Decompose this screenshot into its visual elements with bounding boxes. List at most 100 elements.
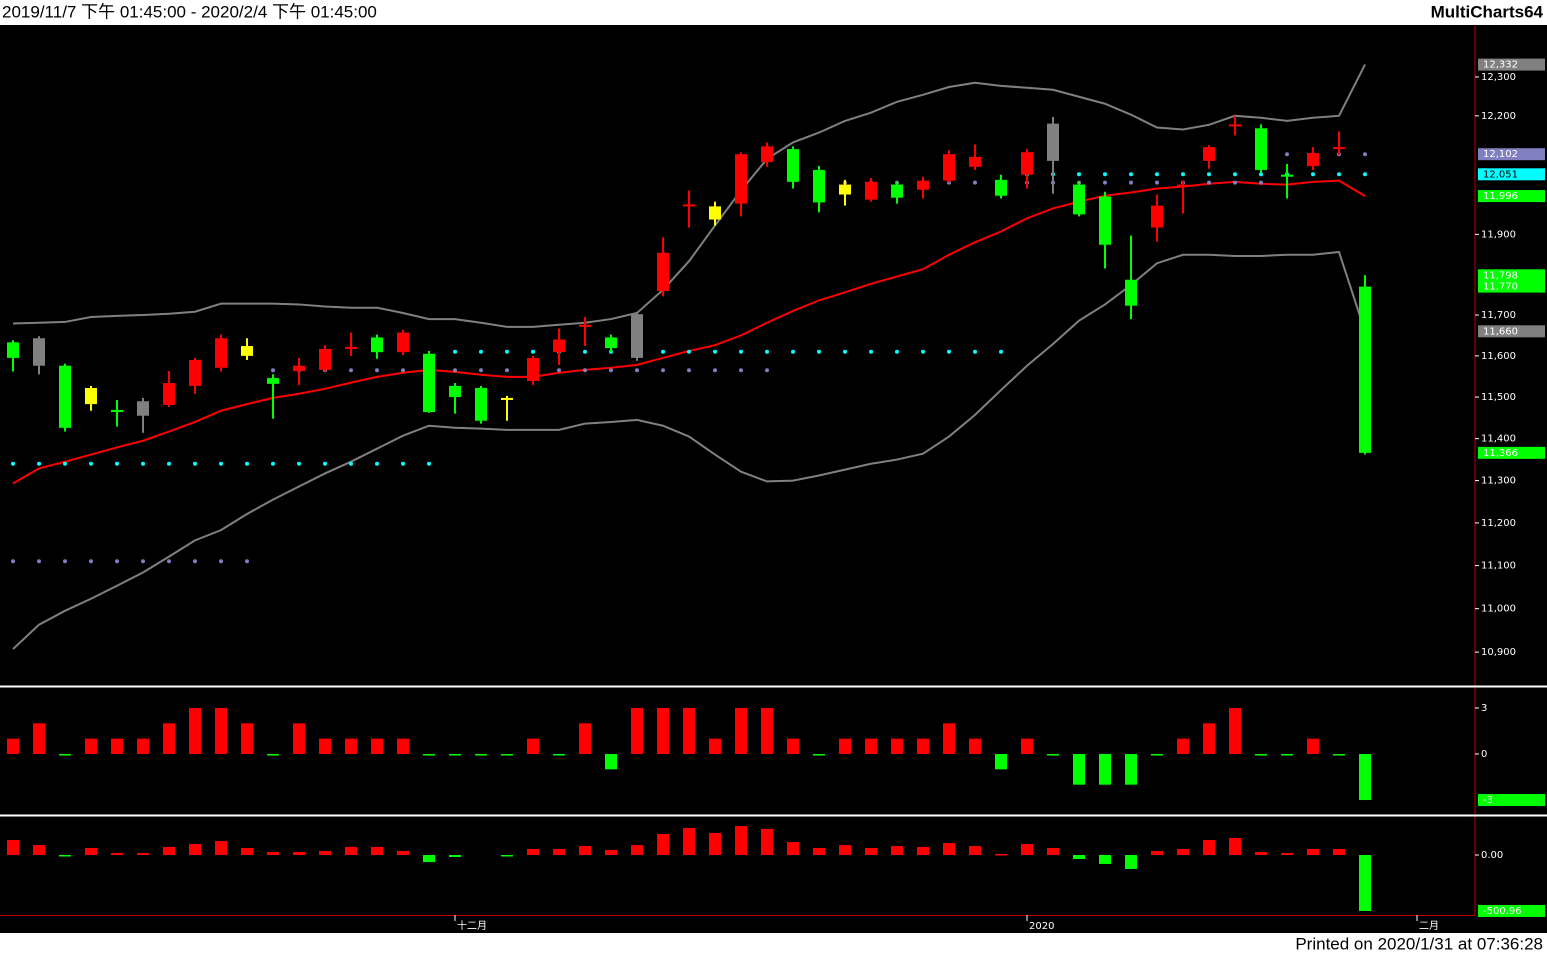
y-tick-label: 12,200	[1481, 111, 1516, 122]
bar	[553, 848, 565, 855]
stop-dot	[141, 461, 145, 466]
bar	[605, 753, 617, 770]
x-tick-label: 二月	[1419, 920, 1439, 932]
bar	[1125, 854, 1137, 869]
candle-body	[709, 206, 721, 220]
candle-body	[293, 365, 305, 372]
stop-dot	[349, 368, 353, 373]
candle-body	[371, 337, 383, 353]
candle-body	[683, 204, 695, 207]
bar	[969, 738, 981, 754]
y-tick-label: 11,900	[1481, 229, 1516, 240]
candle-body	[813, 169, 825, 203]
candle-body	[163, 383, 175, 405]
stop-dot	[505, 368, 509, 373]
bar	[1021, 738, 1033, 754]
y-tick-label: 11,400	[1481, 434, 1516, 445]
last-value-marker	[1478, 280, 1545, 293]
stop-dot	[713, 349, 717, 354]
stop-dot	[869, 349, 873, 354]
bar	[215, 707, 227, 754]
bar	[995, 853, 1007, 856]
bar	[1281, 852, 1293, 855]
bar	[839, 845, 851, 855]
footer-bar	[0, 933, 1547, 956]
bar	[1099, 753, 1111, 785]
candle-body	[839, 184, 851, 195]
bar	[449, 854, 461, 858]
stop-dot	[739, 349, 743, 354]
bar	[1307, 848, 1319, 855]
bar	[163, 846, 175, 855]
candle-body	[943, 154, 955, 181]
bar	[33, 723, 45, 754]
stop-dot	[245, 559, 249, 564]
stop-dot	[999, 349, 1003, 354]
y-tick-label: 11,700	[1481, 310, 1516, 321]
bar	[1359, 854, 1371, 911]
bar	[1073, 854, 1085, 860]
bar	[293, 723, 305, 754]
bar	[33, 845, 45, 855]
stop-dot	[219, 559, 223, 564]
bar	[475, 753, 487, 756]
last-value-marker	[1478, 446, 1545, 459]
candle-body	[553, 339, 565, 353]
bar	[371, 738, 383, 754]
candle-body	[1229, 124, 1241, 127]
bar	[813, 847, 825, 855]
indicator-line	[12, 64, 1366, 328]
bar	[891, 738, 903, 754]
app-name: MultiCharts64	[1431, 2, 1544, 21]
candle-body	[215, 338, 227, 368]
candle-body	[189, 359, 201, 386]
bar	[1099, 854, 1111, 864]
stop-dot	[921, 349, 925, 354]
stop-dot	[63, 559, 67, 564]
stop-dot	[843, 349, 847, 354]
candle-body	[579, 324, 591, 327]
stop-dot	[1155, 172, 1159, 177]
stop-dot	[739, 368, 743, 373]
bar	[111, 852, 123, 855]
stop-dot	[427, 461, 431, 466]
bar	[319, 850, 331, 855]
y-tick-label: 11,600	[1481, 351, 1516, 362]
candle-body	[735, 154, 747, 204]
bar	[189, 844, 201, 855]
bar	[423, 854, 435, 863]
stop-dot	[661, 349, 665, 354]
candle-body	[917, 180, 929, 190]
stop-dot	[895, 349, 899, 354]
bar	[1359, 753, 1371, 801]
y-tick-label: 10,900	[1481, 647, 1516, 658]
stop-dot	[687, 349, 691, 354]
date-range: 2019/11/7 下午 01:45:00 - 2020/2/4 下午 01:4…	[2, 2, 377, 21]
stop-dot	[687, 368, 691, 373]
bar	[735, 707, 747, 754]
candle-body	[59, 365, 71, 428]
stop-dot	[1259, 172, 1263, 177]
candle-body	[1333, 147, 1345, 150]
bar	[735, 826, 747, 855]
stop-dot	[11, 559, 15, 564]
last-value-label: -3	[1483, 795, 1493, 806]
bar	[1307, 738, 1319, 754]
bar	[995, 753, 1007, 770]
bar	[1333, 753, 1345, 756]
bar	[163, 723, 175, 754]
candle-body	[137, 401, 149, 416]
bar	[1151, 753, 1163, 756]
candle-body	[475, 387, 487, 421]
stop-dot	[1233, 180, 1237, 185]
stop-dot	[1363, 152, 1367, 157]
candle-body	[1203, 147, 1215, 161]
bar	[657, 833, 669, 855]
stop-dot	[375, 368, 379, 373]
bar	[449, 753, 461, 756]
bar	[59, 753, 71, 756]
stop-dot	[89, 559, 93, 564]
bar	[1229, 838, 1241, 855]
stop-dot	[453, 349, 457, 354]
candle-body	[787, 149, 799, 182]
